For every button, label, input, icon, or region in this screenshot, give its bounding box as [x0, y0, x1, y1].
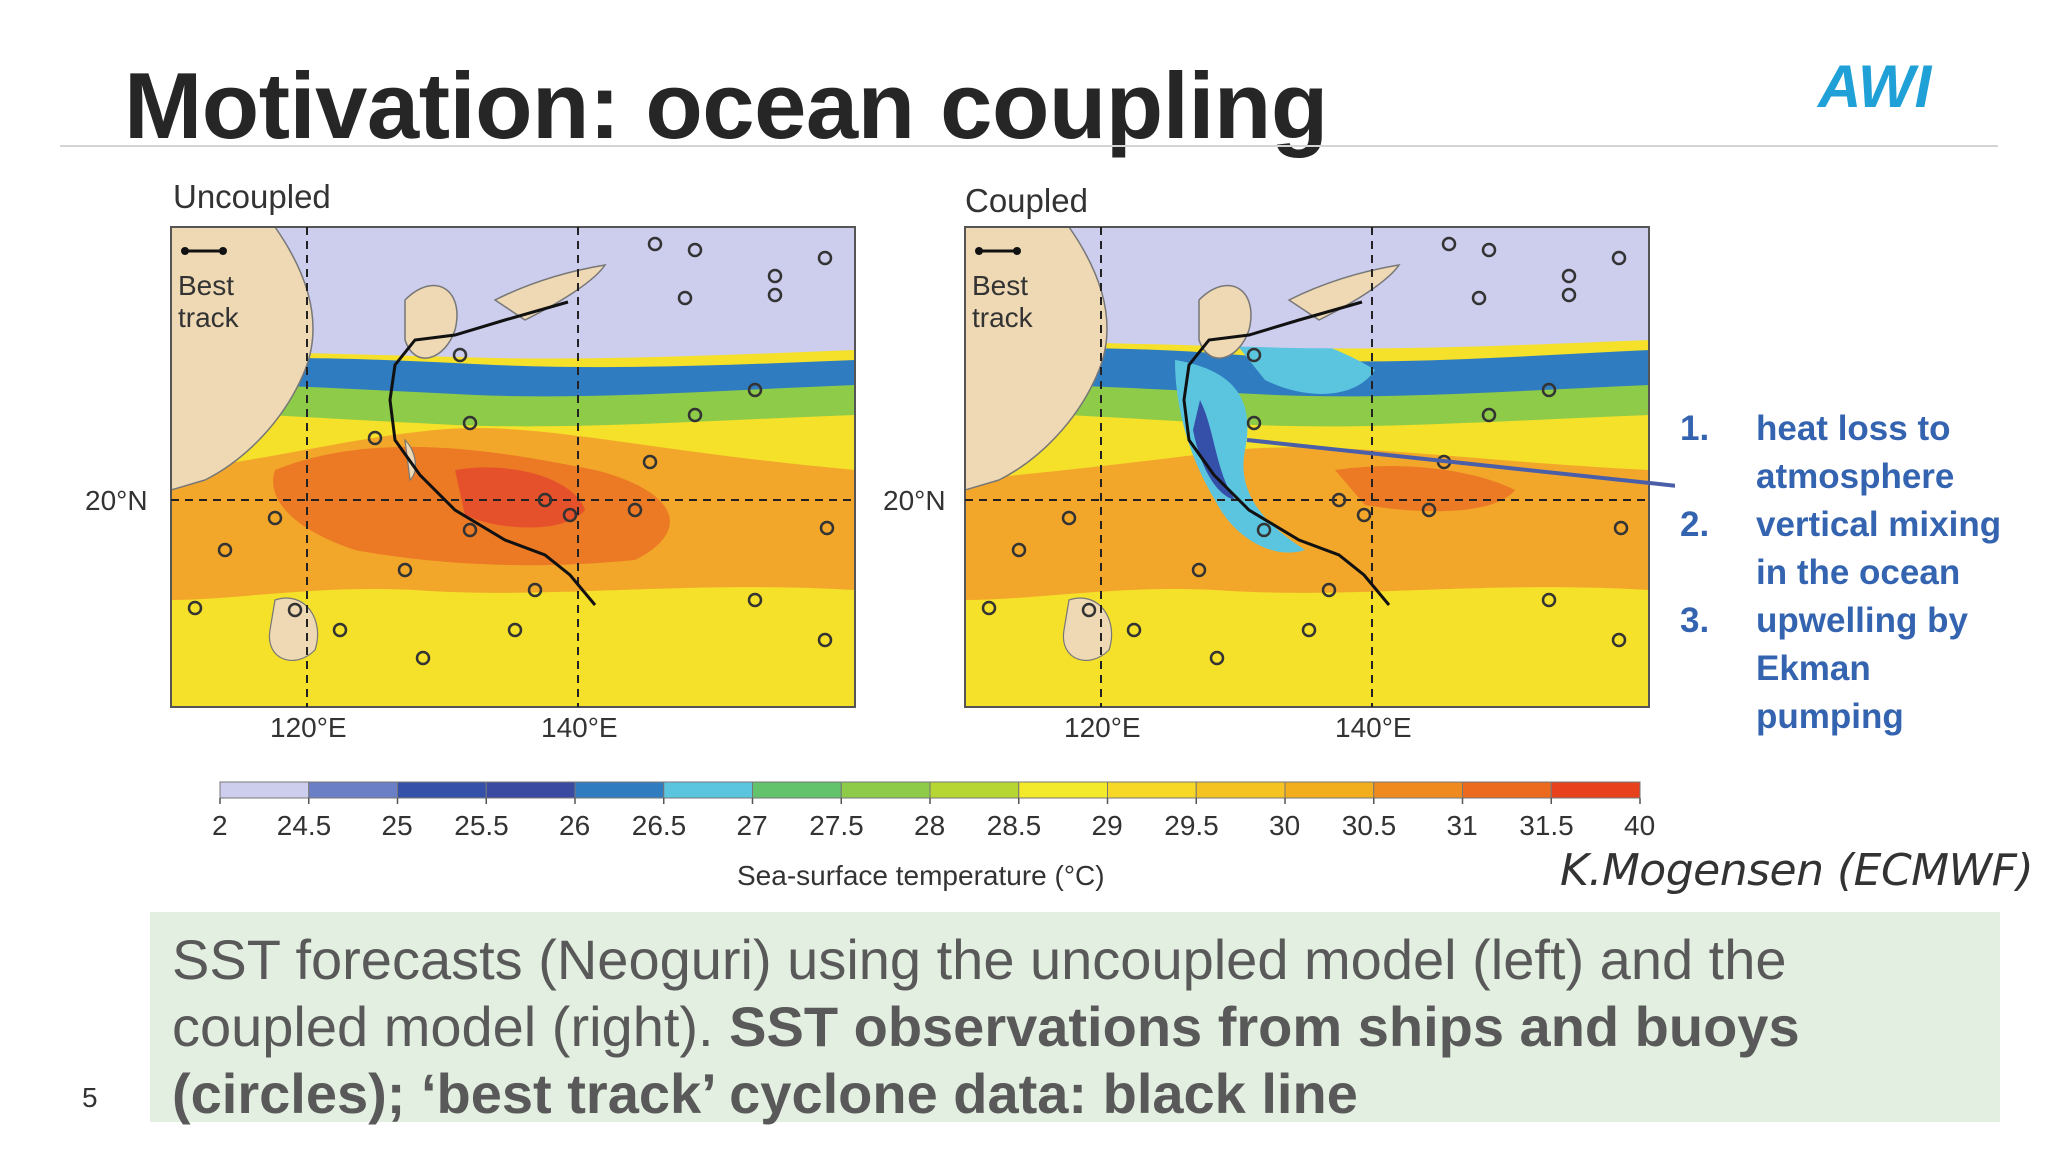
colorbar-tick-label: 28 [914, 810, 946, 841]
annotation-arrow [1246, 438, 1675, 488]
colorbar-tick-label: 31 [1446, 810, 1478, 841]
mechanism-text: upwelling by Ekman pumping [1756, 601, 1968, 736]
colorbar-segment [574, 781, 665, 799]
colorbar-tick-label: 29.5 [1164, 810, 1219, 841]
colorbar-tick-label: 27 [736, 810, 768, 841]
figure-credit: K.Mogensen (ECMWF) [1560, 845, 2034, 896]
colorbar-segment [752, 781, 842, 799]
colorbar-tick-label: 29 [1091, 810, 1123, 841]
colorbar-segment [1373, 781, 1463, 799]
lat-label-left: 20°N [85, 485, 148, 516]
mechanism-item: 3. upwelling by Ekman pumping [1680, 597, 2026, 741]
slide-title: Motivation: ocean coupling [124, 53, 1328, 158]
sst-figure: Uncoupled Coupled [75, 170, 1675, 910]
best-track-label-left: Best track [178, 270, 239, 333]
colorbar-segment [1462, 781, 1552, 799]
caption-text: SST forecasts (Neoguri) using the uncoup… [172, 928, 1787, 1058]
mechanism-text: vertical mixing in the ocean [1756, 505, 2002, 592]
colorbar-segment [1284, 781, 1375, 799]
mechanism-list: 1. heat loss to atmosphere 2. vertical m… [1680, 405, 2026, 741]
colorbar-segment [1018, 781, 1108, 799]
mechanism-number: 3. [1680, 601, 1710, 640]
lon-label-left-140: 140°E [541, 712, 618, 743]
best-track-label-right: Best track [972, 270, 1033, 333]
colorbar-segment [1107, 781, 1197, 799]
mechanism-item: 1. heat loss to atmosphere [1680, 405, 2026, 501]
colorbar-tick-label: 30 [1269, 810, 1301, 841]
panel-title-coupled: Coupled [965, 182, 1088, 219]
colorbar-segment [1550, 781, 1641, 799]
lat-label-right: 20°N [883, 485, 946, 516]
colorbar-label: Sea-surface temperature (°C) [737, 860, 1105, 891]
colorbar-tick-label: 26.5 [631, 810, 687, 841]
colorbar-tick-label: 24.5 [276, 810, 332, 841]
colorbar [219, 781, 1641, 804]
lon-label-left-120: 120°E [270, 712, 347, 743]
caption-box: SST forecasts (Neoguri) using the uncoup… [150, 912, 2000, 1125]
mechanism-number: 2. [1680, 505, 1710, 544]
lon-label-right-120: 120°E [1064, 712, 1141, 743]
panel-title-uncoupled: Uncoupled [173, 178, 331, 215]
colorbar-tick-label: 25.5 [454, 810, 509, 841]
lon-label-right-140: 140°E [1335, 712, 1412, 743]
map-uncoupled [171, 227, 855, 707]
awi-logo: AWI [1818, 53, 1932, 120]
colorbar-tick-label: 2 [212, 810, 228, 841]
colorbar-segment [840, 781, 931, 799]
colorbar-tick-label: 31.5 [1519, 810, 1574, 841]
colorbar-segment [1195, 781, 1286, 799]
mechanism-text: heat loss to atmosphere [1756, 409, 1955, 496]
caption-bold-text: SST observations from ships and buoys (c… [172, 995, 1800, 1125]
colorbar-tick-label: 26 [559, 810, 591, 841]
colorbar-tick-label: 28.5 [986, 810, 1042, 841]
title-divider [60, 145, 1998, 147]
colorbar-segment [219, 781, 310, 799]
colorbar-segment [663, 781, 753, 799]
colorbar-segment [397, 781, 487, 799]
mechanism-number: 1. [1680, 409, 1710, 448]
maps-svg [170, 226, 1675, 804]
colorbar-segment [485, 781, 576, 799]
colorbar-segment [308, 781, 398, 799]
colorbar-tick-label: 30.5 [1341, 810, 1397, 841]
colorbar-tick-label: 27.5 [809, 810, 864, 841]
map-coupled [965, 227, 1649, 707]
colorbar-tick-label: 40 [1624, 810, 1656, 841]
colorbar-segment [929, 781, 1020, 799]
mechanism-item: 2. vertical mixing in the ocean [1680, 501, 2026, 597]
slide-number: 5 [82, 1082, 98, 1113]
colorbar-tick-label: 25 [381, 810, 413, 841]
